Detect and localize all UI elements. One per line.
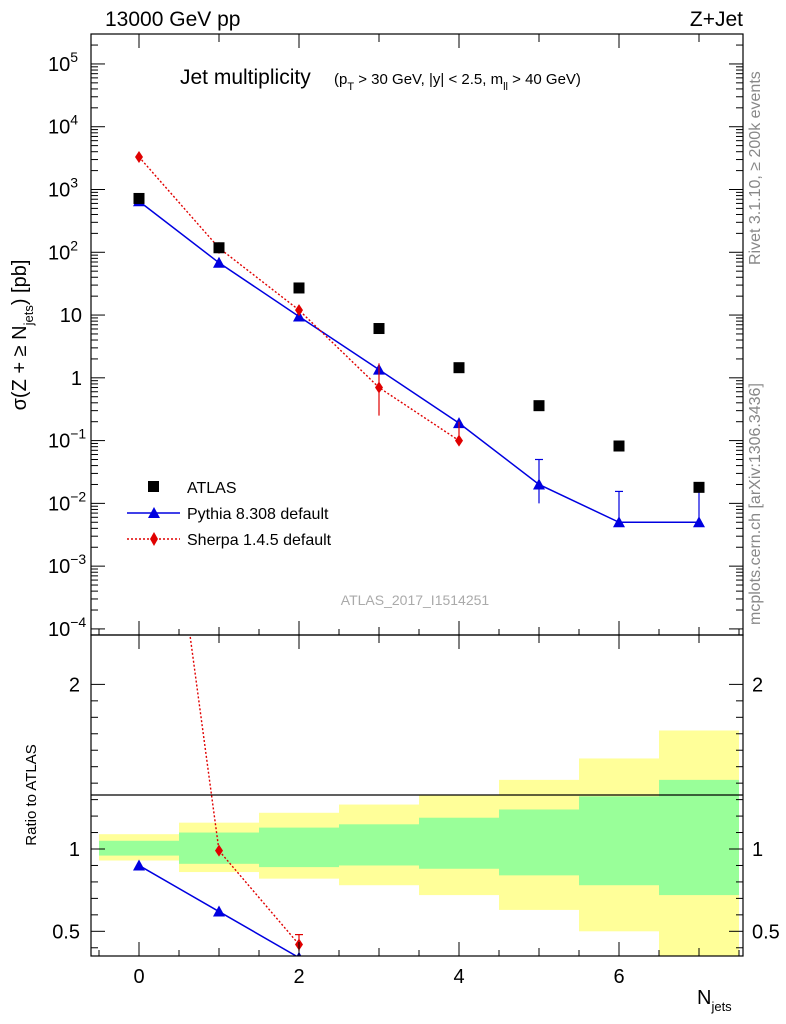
x-tick-label-0: 0 [133, 966, 144, 988]
pythia-point-7 [693, 516, 705, 528]
main-ytick-label-7: 10−2 [48, 488, 86, 515]
x-tick-label-3: 6 [613, 966, 624, 988]
header-right: Z+Jet [690, 8, 743, 31]
legend: ATLAS Pythia 8.308 default Sherpa 1.4.5 … [127, 480, 332, 549]
ratio-uncertainty-bands [99, 730, 739, 956]
sherpa-line [138, 156, 460, 442]
main-ytick-label-1: 104 [48, 112, 78, 139]
atlas-point-2 [293, 282, 305, 294]
band-inner-5 [499, 809, 579, 876]
x-axis-title: Njets [697, 987, 732, 1014]
band-inner-7 [659, 779, 739, 896]
rivet-label: Rivet 3.1.10, ≥ 200k events [747, 71, 764, 265]
header-left: 13000 GeV pp [105, 8, 240, 31]
pythia-point-5 [533, 478, 545, 490]
main-ytick-label-6: 10−1 [48, 426, 86, 453]
main-y-axis-title: σ(Z + ≥ Njets) [pb] [9, 260, 36, 411]
atlas-point-5 [533, 400, 545, 412]
band-inner-2 [259, 827, 339, 868]
sherpa-point-2 [295, 304, 303, 317]
pythia-point-1 [213, 256, 225, 268]
x-tick-label-1: 2 [293, 966, 304, 988]
main-series-layer [133, 150, 705, 528]
band-inner-6 [579, 796, 659, 886]
ratio-y-axis-title: Ratio to ATLAS [23, 744, 40, 845]
main-ytick-label-8: 10−3 [48, 551, 86, 578]
ratio-sherpa-point-0 [135, 250, 143, 262]
pythia-point-6 [613, 516, 625, 528]
atlas-point-3 [373, 323, 385, 335]
ratio-ytick-label-right-1: 1 [752, 839, 763, 861]
ratio-sherpa-point-1 [215, 844, 223, 857]
ratio-pythia-point-1 [213, 905, 225, 917]
sherpa-point-0 [135, 150, 143, 163]
main-ytick-label-4: 10 [60, 305, 82, 327]
analysis-watermark: ATLAS_2017_I1514251 [341, 592, 490, 608]
ratio-pythia-point-0 [133, 859, 145, 871]
ratio-ytick-label-right-2: 2 [752, 674, 763, 696]
legend-marker-pythia [148, 507, 160, 518]
main-ytick-label-0: 105 [48, 49, 78, 76]
main-title: Jet multiplicity [180, 66, 311, 89]
main-ytick-label-5: 1 [71, 368, 82, 390]
atlas-point-1 [213, 242, 225, 254]
main-ytick-label-2: 103 [48, 174, 78, 201]
sherpa-point-4 [455, 434, 463, 447]
legend-marker-atlas [148, 481, 159, 492]
ratio-ytick-label-1: 1 [69, 839, 80, 861]
ratio-sherpa-line [189, 635, 300, 945]
main-ytick-label-9: 10−4 [48, 614, 86, 641]
ratio-ytick-label-2: 2 [69, 674, 80, 696]
ratio-ytick-label-0: 0.5 [52, 921, 80, 943]
atlas-point-0 [133, 192, 145, 204]
legend-label-pythia: Pythia 8.308 default [187, 506, 329, 523]
sherpa-point-3 [375, 381, 383, 394]
atlas-point-7 [693, 481, 705, 493]
legend-marker-sherpa [150, 532, 158, 546]
band-inner-4 [419, 817, 499, 869]
atlas-point-4 [453, 362, 465, 374]
main-ytick-label-3: 102 [48, 237, 78, 264]
atlas-point-6 [613, 440, 625, 452]
pythia-line [138, 200, 699, 524]
ratio-panel-frame [90, 634, 744, 957]
main-title-cuts: (pT > 30 GeV, |y| < 2.5, mll > 40 GeV) [334, 71, 581, 93]
x-tick-label-2: 4 [453, 966, 464, 988]
band-inner-3 [339, 824, 419, 866]
ratio-ytick-label-right-0: 0.5 [752, 921, 780, 943]
legend-label-sherpa: Sherpa 1.4.5 default [187, 532, 332, 549]
legend-label-atlas: ATLAS [187, 480, 237, 497]
mcplots-label: mcplots.cern.ch [arXiv:1306.3436] [747, 383, 764, 625]
band-inner-0 [99, 840, 179, 856]
